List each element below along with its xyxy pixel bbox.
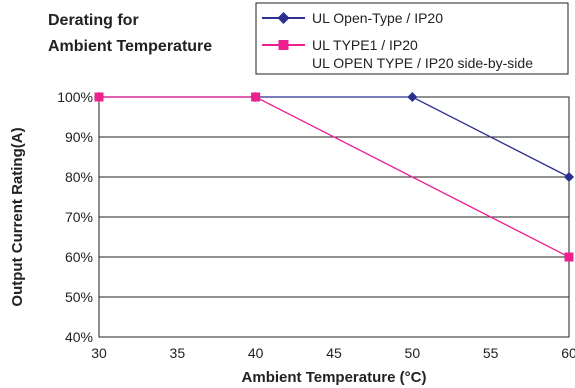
legend-marker-series-1 xyxy=(277,12,290,24)
x-tick-label: 40 xyxy=(248,345,264,361)
x-tick-label: 45 xyxy=(326,345,342,361)
y-tick-label: 80% xyxy=(65,169,93,185)
gridlines xyxy=(99,136,569,298)
series-2-point xyxy=(94,92,104,102)
legend-box xyxy=(255,2,569,75)
x-tick-label: 55 xyxy=(483,345,499,361)
series-layer xyxy=(94,92,574,262)
legend-label-series-1: UL Open-Type / IP20 xyxy=(312,10,443,26)
x-axis-label: Ambient Temperature (°C) xyxy=(242,369,427,386)
x-tick-label: 50 xyxy=(405,345,421,361)
y-tick-label: 60% xyxy=(65,249,93,265)
y-tick-label: 70% xyxy=(65,209,93,225)
x-tick-labels: 30 35 40 45 50 55 60 xyxy=(91,345,575,361)
legend-label-series-2: UL TYPE1 / IP20 xyxy=(312,37,418,53)
series-1-point xyxy=(564,172,574,182)
legend-marker-series-2 xyxy=(278,40,289,50)
x-tick-label: 30 xyxy=(91,345,107,361)
series-2-point xyxy=(564,252,574,262)
y-tick-label: 40% xyxy=(65,329,93,345)
y-axis-label: Output Current Rating(A) xyxy=(9,127,26,306)
y-tick-labels: 40% 50% 60% 70% 80% 90% 100% xyxy=(57,89,93,345)
chart-title-line-1: Derating for xyxy=(48,12,139,29)
legend-label-series-2-line-2: UL OPEN TYPE / IP20 side-by-side xyxy=(312,55,533,71)
y-tick-label: 50% xyxy=(65,289,93,305)
x-tick-label: 60 xyxy=(561,345,575,361)
y-tick-label: 90% xyxy=(65,129,93,145)
series-2-point xyxy=(251,92,261,102)
y-tick-label: 100% xyxy=(57,89,93,105)
chart-title-line-2: Ambient Temperature xyxy=(48,38,212,55)
legend: UL Open-Type / IP20 UL TYPE1 / IP20 UL O… xyxy=(255,2,569,75)
series-1-point xyxy=(407,92,418,102)
x-tick-label: 35 xyxy=(170,345,186,361)
